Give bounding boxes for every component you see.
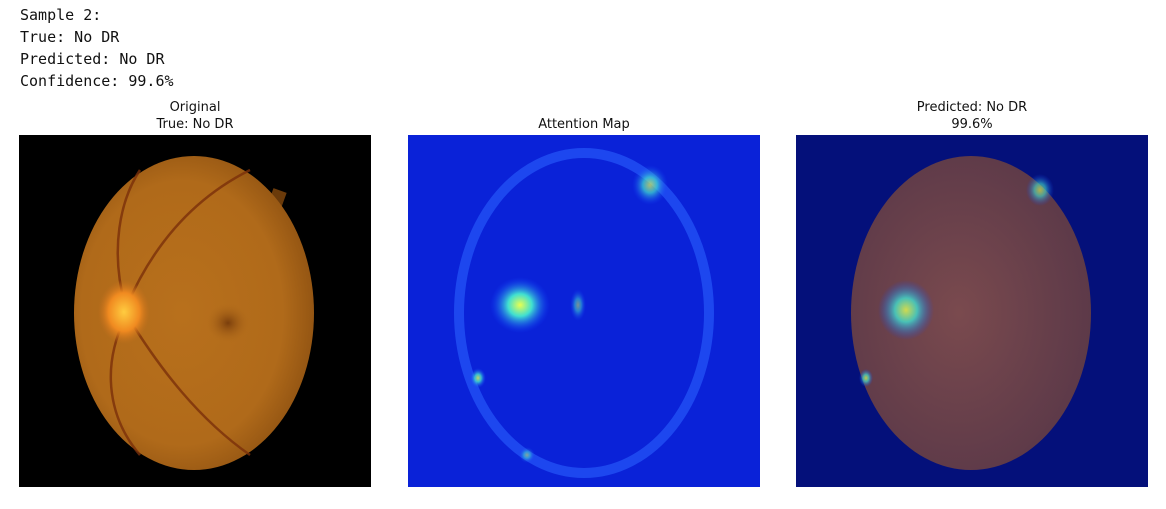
attention-map bbox=[408, 135, 760, 487]
panel-title: Attention Map bbox=[538, 117, 630, 132]
panel-title: Predicted: No DR bbox=[917, 100, 1027, 115]
panel-title: True: No DR bbox=[156, 117, 234, 132]
output-text: Sample 2: True: No DR Predicted: No DR C… bbox=[20, 6, 174, 90]
output-line: Confidence: 99.6% bbox=[20, 72, 174, 90]
overlay-image bbox=[796, 135, 1148, 487]
panel-title: Original bbox=[170, 100, 221, 115]
output-line: Predicted: No DR bbox=[20, 50, 165, 68]
panel-title: 99.6% bbox=[951, 117, 992, 132]
output-line: Sample 2: bbox=[20, 6, 101, 24]
fundus-image bbox=[19, 135, 371, 487]
output-line: True: No DR bbox=[20, 28, 120, 46]
